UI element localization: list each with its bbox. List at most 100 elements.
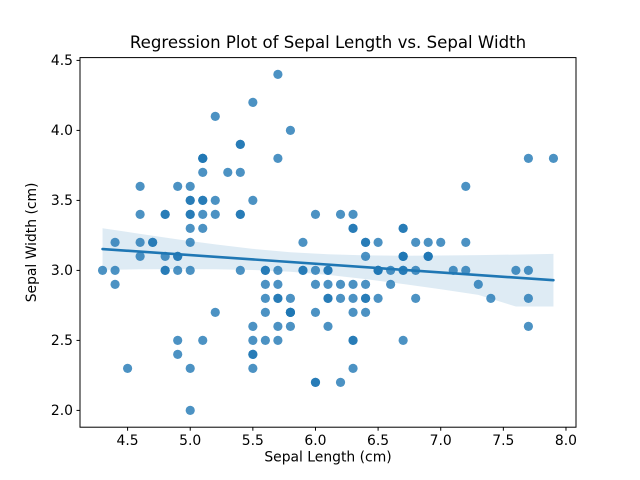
data-point (348, 223, 358, 233)
chart-title: Regression Plot of Sepal Length vs. Sepa… (130, 33, 526, 52)
x-tick-label: 6.0 (304, 433, 326, 449)
y-tick-label: 4.5 (51, 53, 73, 69)
y-axis-label: Sepal Width (cm) (24, 183, 40, 303)
data-point (198, 153, 208, 163)
data-point (335, 293, 346, 303)
data-point (248, 349, 258, 359)
data-point (461, 265, 471, 275)
data-point (285, 321, 296, 331)
data-point (260, 293, 270, 303)
data-point (511, 265, 521, 275)
data-point (135, 237, 145, 247)
data-point (160, 265, 170, 275)
data-point (260, 279, 270, 289)
data-point (411, 265, 421, 275)
data-point (398, 265, 408, 275)
data-point (273, 335, 283, 345)
data-point (185, 209, 195, 219)
data-point (185, 181, 195, 191)
data-point (198, 335, 208, 345)
data-point (360, 237, 371, 247)
data-point (486, 293, 496, 303)
data-point (523, 265, 534, 275)
data-point (285, 307, 296, 317)
data-point (310, 307, 321, 317)
data-point (122, 363, 133, 373)
data-point (360, 251, 371, 261)
data-point (248, 195, 258, 205)
x-tick-label: 7.5 (492, 433, 514, 449)
data-point (285, 125, 296, 135)
data-point (173, 265, 183, 275)
data-point (348, 335, 358, 345)
data-point (198, 209, 208, 219)
data-point (273, 293, 283, 303)
data-point (198, 195, 208, 205)
x-tick-label: 5.0 (179, 433, 201, 449)
data-point (210, 209, 220, 219)
data-point (523, 321, 534, 331)
data-point (185, 363, 195, 373)
data-point (160, 251, 170, 261)
data-point (386, 279, 396, 289)
data-point (348, 307, 358, 317)
data-point (235, 265, 245, 275)
data-point (248, 335, 258, 345)
data-point (348, 279, 358, 289)
data-point (323, 265, 333, 275)
data-point (411, 237, 421, 247)
data-point (185, 405, 195, 415)
data-point (185, 195, 195, 205)
data-point (310, 265, 321, 275)
data-point (173, 349, 183, 359)
y-tick-label: 4.0 (51, 123, 73, 139)
y-tick-label: 3.5 (51, 193, 73, 209)
data-point (210, 195, 220, 205)
plot-border (79, 57, 577, 428)
data-point (398, 251, 408, 261)
data-point (436, 237, 446, 247)
data-point (198, 167, 208, 177)
data-point (298, 265, 308, 275)
data-point (373, 293, 383, 303)
data-point (173, 181, 183, 191)
data-point (360, 279, 371, 289)
data-point (348, 209, 358, 219)
data-point (335, 377, 346, 387)
data-point (373, 265, 383, 275)
data-point (360, 307, 371, 317)
data-point (323, 321, 333, 331)
data-point (335, 279, 346, 289)
data-point (173, 335, 183, 345)
data-point (386, 265, 396, 275)
data-point (461, 237, 471, 247)
x-tick-label: 7.0 (430, 433, 452, 449)
data-point (135, 181, 145, 191)
data-point (110, 265, 120, 275)
axes-layer: 4.5 5.0 5.5 6.0 6.5 7.0 7.5 8.0 2.0 2.5 3.0 3.5 4.0 4… (51, 53, 577, 449)
data-point (110, 279, 120, 289)
data-point (110, 237, 120, 247)
data-point (310, 279, 321, 289)
x-tick-label: 6.5 (367, 433, 389, 449)
data-point (223, 167, 233, 177)
data-point (523, 293, 534, 303)
data-point (260, 307, 270, 317)
data-point (173, 251, 183, 261)
data-point (298, 237, 308, 247)
data-point (523, 153, 534, 163)
y-tick-label: 2.5 (51, 333, 73, 349)
data-point (411, 293, 421, 303)
data-point (273, 279, 283, 289)
data-point (473, 279, 483, 289)
data-point (97, 265, 108, 275)
data-point (260, 335, 270, 345)
data-point (423, 251, 433, 261)
data-point (348, 363, 358, 373)
data-point (248, 363, 258, 373)
data-point (548, 153, 559, 163)
y-tick-label: 3.0 (51, 263, 73, 279)
data-point (148, 237, 158, 247)
data-point (273, 69, 283, 79)
